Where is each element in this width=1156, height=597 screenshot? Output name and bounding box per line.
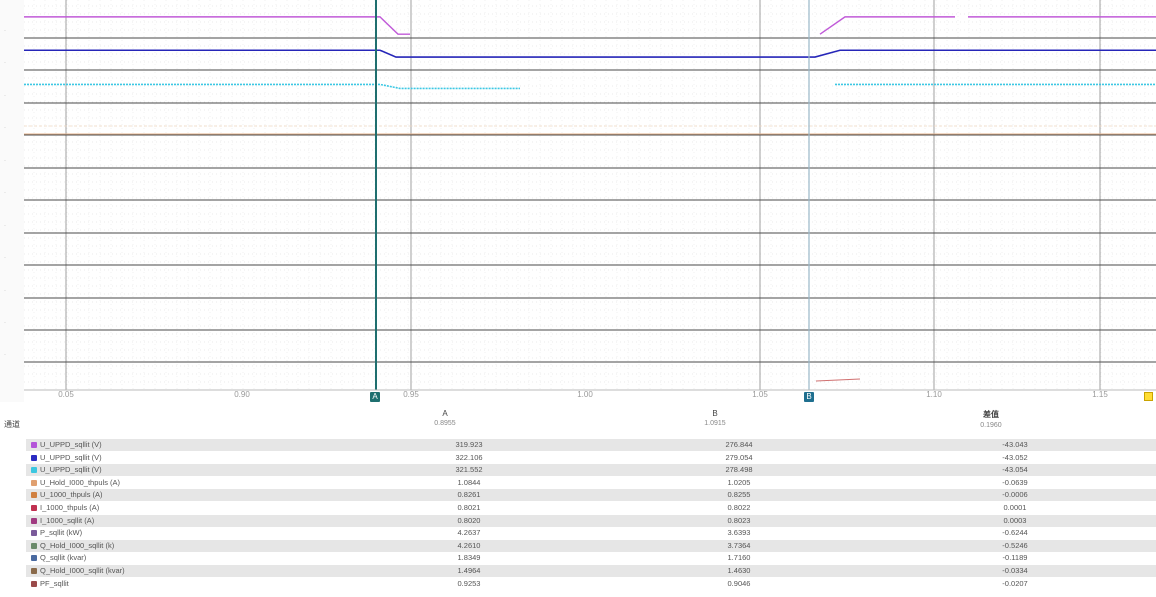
value-b: 276.844	[725, 440, 753, 449]
x-axis-ticks: 0.05 0.90 0.95 1.00 1.05 1.10 1.15	[0, 390, 1156, 404]
trace-small	[815, 378, 861, 382]
table-row[interactable]: U_1000_thpuls (A) 0.8261 0.8255 -0.0006	[26, 489, 1156, 502]
value-b: 1.7160	[727, 553, 751, 563]
channel-name: Q_Hold_I000_sqllit (kvar)	[40, 566, 125, 575]
x-tick-label: 0.05	[58, 390, 74, 399]
trace-ua	[24, 16, 410, 35]
value-delta: -43.043	[1002, 440, 1028, 449]
value-delta: 0.0001	[1003, 503, 1027, 512]
value-b: 3.7364	[727, 540, 751, 550]
col-header-b: B 1.0915	[704, 409, 726, 427]
x-tick-label: 1.05	[752, 390, 768, 399]
col-header-name: 通道	[4, 420, 20, 429]
channel-color-swatch	[31, 555, 37, 562]
channel-color-swatch	[31, 492, 37, 499]
value-b: 0.9046	[727, 578, 751, 588]
table-row[interactable]: U_UPPD_sqllit (V) 319.923 276.844 -43.043	[26, 439, 1156, 451]
x-tick-label: 0.95	[403, 390, 419, 399]
table-header: 通道 A 0.8955 B 1.0915 差值 0.1960	[0, 405, 1156, 433]
table-row[interactable]: U_UPPD_sqllit (V) 321.552 278.498 -43.054	[26, 464, 1156, 477]
value-a: 0.8020	[457, 515, 481, 525]
channel-name: U_Hold_I000_thpuls (A)	[40, 477, 121, 487]
value-a: 319.923	[455, 440, 483, 449]
value-a: 0.9253	[457, 578, 481, 588]
channel-name: U_UPPD_sqllit (V)	[40, 440, 102, 449]
value-a: 1.0844	[457, 477, 481, 487]
value-a: 322.106	[455, 452, 483, 462]
value-delta: -43.052	[1002, 452, 1028, 462]
value-b: 1.4630	[727, 566, 751, 575]
value-delta: -0.1189	[1002, 553, 1028, 563]
value-b: 0.8255	[727, 490, 751, 500]
channel-name: PF_sqllit	[40, 578, 69, 588]
value-b: 279.054	[725, 452, 753, 462]
value-a: 321.552	[455, 465, 483, 475]
trace-uc	[24, 83, 520, 90]
value-delta: -0.0639	[1002, 477, 1028, 487]
value-delta: -0.0334	[1002, 566, 1028, 575]
cursor-b-handle[interactable]: B	[804, 392, 814, 402]
channel-color-swatch	[31, 530, 37, 537]
channel-name: Q_sqllit (kvar)	[40, 553, 87, 563]
value-delta: -0.0006	[1002, 490, 1028, 500]
value-delta: -43.054	[1002, 465, 1028, 475]
channel-name: U_UPPD_sqllit (V)	[40, 452, 102, 462]
table-row[interactable]: I_1000_sqllit (A) 0.8020 0.8023 0.0003	[26, 514, 1156, 527]
channel-color-swatch	[31, 517, 37, 524]
value-a: 0.8021	[457, 503, 481, 512]
table-row[interactable]: U_UPPD_sqllit (V) 322.106 279.054 -43.052	[26, 452, 1156, 464]
channel-name: P_sqllit (kW)	[40, 528, 83, 538]
channel-name: Q_Hold_I000_sqllit (k)	[40, 540, 115, 550]
value-delta: 0.0003	[1003, 515, 1027, 525]
value-a: 1.8349	[457, 553, 481, 563]
x-tick-label: 1.00	[577, 390, 593, 399]
table-row[interactable]: Q_sqllit (kvar) 1.8349 1.7160 -0.1189	[26, 552, 1156, 564]
channel-color-swatch	[31, 479, 37, 486]
value-a: 1.4964	[457, 566, 481, 575]
cursor-a-handle[interactable]: A	[370, 392, 380, 402]
x-tick-label: 1.10	[926, 390, 942, 399]
table-row[interactable]: PF_sqllit 0.9253 0.9046 -0.0207	[26, 578, 1156, 590]
trace-ua-recover	[819, 16, 955, 35]
x-tick-label: 0.90	[234, 390, 250, 399]
value-a: 4.2610	[457, 540, 481, 550]
table-row[interactable]: I_1000_thpuls (A) 0.8021 0.8022 0.0001	[26, 502, 1156, 514]
channel-color-swatch	[31, 568, 37, 574]
table-row[interactable]: Q_Hold_I000_sqllit (kvar) 1.4964 1.4630 -0.…	[26, 565, 1156, 577]
trace-ub	[24, 49, 1156, 58]
channel-color-swatch	[31, 442, 37, 448]
value-b: 3.6393	[727, 528, 751, 538]
cursor-values-table: 通道 A 0.8955 B 1.0915 差值 0.1960 U_UPPD_sq…	[0, 405, 1156, 597]
value-delta: -0.5246	[1002, 540, 1028, 550]
value-b: 0.8023	[727, 515, 751, 525]
channel-color-swatch	[31, 580, 37, 587]
x-tick-label: 1.15	[1092, 390, 1108, 399]
channel-color-swatch	[31, 454, 37, 461]
value-a: 4.2637	[457, 528, 481, 538]
table-row[interactable]: U_Hold_I000_thpuls (A) 1.0844 1.0205 -0.063…	[26, 477, 1156, 489]
channel-name: I_1000_sqllit (A)	[40, 515, 95, 525]
channel-gutter: · · · · · · · · · · ·	[0, 0, 24, 402]
col-header-a: A 0.8955	[434, 409, 456, 427]
value-b: 1.0205	[727, 477, 751, 487]
col-header-delta: 差值 0.1960	[980, 410, 1002, 429]
channel-color-swatch	[31, 467, 37, 474]
value-a: 0.8261	[457, 490, 481, 500]
table-row[interactable]: Q_Hold_I000_sqllit (k) 4.2610 3.7364 -0.524…	[26, 539, 1156, 552]
value-b: 0.8022	[727, 503, 751, 512]
table-row[interactable]: P_sqllit (kW) 4.2637 3.6393 -0.6244	[26, 527, 1156, 539]
value-delta: -0.6244	[1002, 528, 1028, 538]
waveform-canvas[interactable]	[0, 0, 1156, 402]
scroll-end-marker[interactable]	[1144, 392, 1153, 401]
value-b: 278.498	[725, 465, 753, 475]
channel-color-swatch	[31, 542, 37, 549]
value-delta: -0.0207	[1002, 578, 1028, 588]
waveform-plot[interactable]: · · · · · · · · · · ·	[0, 0, 1156, 402]
channel-name: U_1000_thpuls (A)	[40, 490, 103, 500]
channel-name: I_1000_thpuls (A)	[40, 503, 100, 512]
channel-color-swatch	[31, 505, 37, 511]
channel-name: U_UPPD_sqllit (V)	[40, 465, 102, 475]
